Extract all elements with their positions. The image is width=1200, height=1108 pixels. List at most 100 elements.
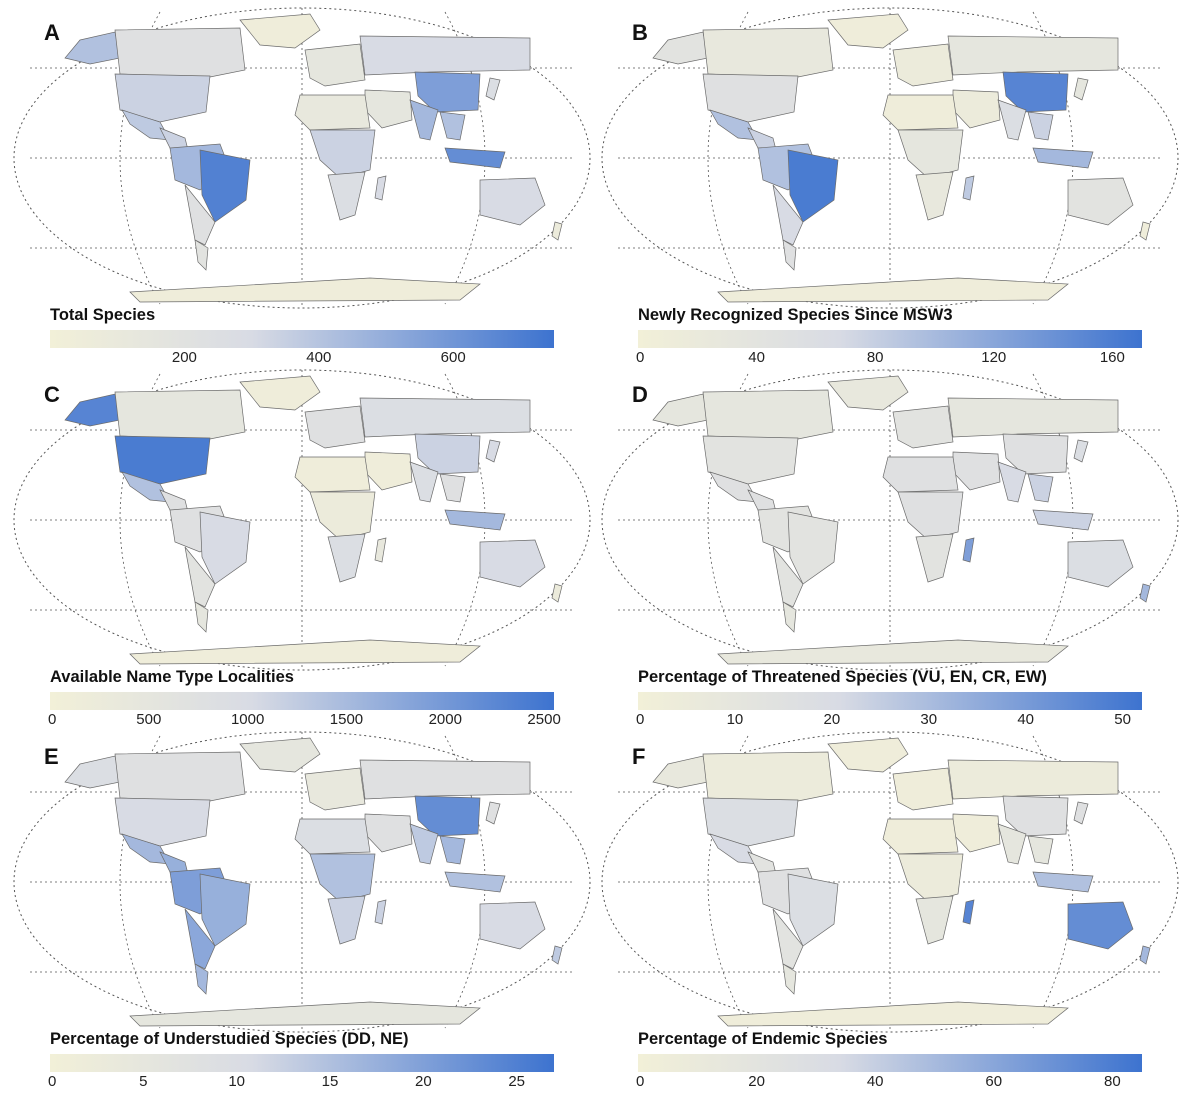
map-panel-c: C Available Name Type Localities 0 500 1000 1…	[10, 362, 600, 728]
region-mexico	[121, 109, 171, 141]
color-scale-ticks: 0 20 40 60 80	[636, 1073, 1142, 1093]
region-australia	[1067, 901, 1134, 950]
tick-label: 500	[136, 711, 162, 728]
region-mexico	[121, 471, 171, 503]
region-greenland	[827, 375, 909, 411]
region-japan	[1073, 801, 1089, 825]
region-na	[702, 751, 834, 803]
tick-label: 10	[228, 1073, 245, 1090]
region-indonesia	[1032, 871, 1094, 893]
tick-label: 1000	[230, 711, 265, 728]
tick-label: 200	[171, 349, 197, 366]
tick-label: 80	[1104, 1073, 1121, 1090]
region-africa_c	[897, 129, 964, 179]
region-india	[409, 461, 439, 503]
region-sa_south	[772, 546, 804, 608]
region-middle_east	[952, 89, 1001, 129]
region-na	[114, 751, 246, 803]
tick-label: 1500	[329, 711, 364, 728]
region-sa_south	[184, 546, 216, 608]
region-na	[114, 27, 246, 79]
region-mexico	[709, 109, 759, 141]
color-scale-bar	[50, 692, 554, 710]
region-sa_south	[772, 908, 804, 970]
color-scale-ticks: 0 5 10 15 20 25	[48, 1073, 554, 1093]
region-africa_n	[294, 456, 371, 493]
region-antarctica	[717, 639, 1069, 665]
region-sa_south	[184, 908, 216, 970]
region-africa_c	[309, 853, 376, 903]
color-scale-bar	[638, 1054, 1142, 1072]
region-usa	[114, 435, 211, 485]
region-middle_east	[952, 451, 1001, 491]
map-outline	[13, 731, 591, 1033]
tick-label: 0	[636, 349, 645, 366]
region-india	[997, 823, 1027, 865]
region-india	[997, 461, 1027, 503]
region-brazil	[787, 149, 839, 223]
tick-label: 20	[414, 1073, 432, 1090]
region-patagonia	[194, 239, 209, 271]
tick-label: 15	[321, 1073, 339, 1090]
region-brazil	[199, 149, 251, 223]
tick-label: 30	[920, 711, 938, 728]
region-antarctica	[129, 1001, 481, 1027]
color-scale-bar	[50, 1054, 554, 1072]
region-patagonia	[782, 601, 797, 633]
panel-letter: B	[632, 20, 648, 45]
region-africa_s	[327, 171, 366, 221]
panel-letter: F	[632, 744, 646, 769]
region-antarctica	[717, 277, 1069, 303]
region-antarctica	[129, 639, 481, 665]
region-indonesia	[444, 871, 506, 893]
legend-title: Percentage of Threatened Species (VU, EN…	[638, 668, 1047, 686]
region-na	[702, 389, 834, 441]
legend-title: Percentage of Endemic Species	[638, 1030, 888, 1048]
region-indonesia	[1032, 147, 1094, 169]
region-africa_s	[915, 171, 954, 221]
panel-letter: D	[632, 382, 648, 407]
region-africa_c	[309, 491, 376, 541]
tick-label: 120	[981, 349, 1007, 366]
tick-label: 400	[306, 349, 332, 366]
tick-label: 5	[139, 1073, 148, 1090]
region-africa_n	[294, 94, 371, 131]
tick-label: 25	[508, 1073, 525, 1090]
region-alaska	[652, 31, 709, 65]
map-panel-b: B Newly Recognized Species Since MSW3 0 40 8…	[598, 0, 1188, 366]
region-greenland	[239, 13, 321, 49]
world-map	[601, 7, 1179, 309]
region-russia	[947, 35, 1119, 76]
region-china	[414, 433, 481, 475]
region-nz	[1139, 221, 1151, 241]
world-map	[601, 369, 1179, 671]
region-russia	[359, 759, 531, 800]
region-antarctica	[129, 277, 481, 303]
world-map	[13, 731, 591, 1033]
region-russia	[359, 397, 531, 438]
region-australia	[1067, 539, 1134, 588]
region-usa	[114, 73, 211, 123]
region-middle_east	[364, 813, 413, 853]
region-madagascar	[962, 537, 975, 563]
color-scale-bar	[50, 330, 554, 348]
region-china	[1002, 71, 1069, 113]
region-africa_n	[294, 818, 371, 855]
region-alaska	[64, 31, 121, 65]
color-scale-bar	[638, 330, 1142, 348]
tick-label: 0	[48, 711, 57, 728]
region-australia	[479, 901, 546, 950]
region-brazil	[787, 873, 839, 947]
tick-label: 160	[1099, 349, 1125, 366]
map-outline	[601, 369, 1179, 671]
region-africa_n	[882, 818, 959, 855]
map-outline	[601, 7, 1179, 309]
region-patagonia	[782, 239, 797, 271]
region-russia	[947, 397, 1119, 438]
region-madagascar	[962, 175, 975, 201]
region-antarctica	[717, 1001, 1069, 1027]
region-sa_south	[772, 184, 804, 246]
region-na	[114, 389, 246, 441]
region-africa_s	[915, 895, 954, 945]
region-africa_c	[897, 491, 964, 541]
